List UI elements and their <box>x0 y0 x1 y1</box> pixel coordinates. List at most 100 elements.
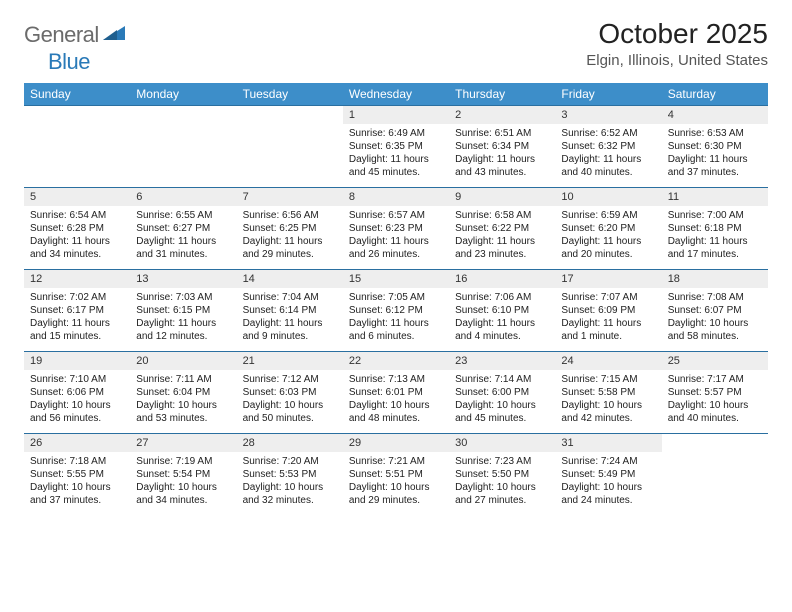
sunset-line: Sunset: 6:18 PM <box>668 222 762 235</box>
day-content-cell: Sunrise: 6:58 AMSunset: 6:22 PMDaylight:… <box>449 206 555 270</box>
day-number-cell: 10 <box>555 188 661 206</box>
daylight-line: Daylight: 10 hours <box>243 481 337 494</box>
day-number-cell: 7 <box>237 188 343 206</box>
day-content-cell: Sunrise: 7:11 AMSunset: 6:04 PMDaylight:… <box>130 370 236 434</box>
sunset-line: Sunset: 6:12 PM <box>349 304 443 317</box>
sunset-line: Sunset: 6:17 PM <box>30 304 124 317</box>
day-content-cell: Sunrise: 6:51 AMSunset: 6:34 PMDaylight:… <box>449 124 555 188</box>
daylight-line: Daylight: 11 hours <box>561 235 655 248</box>
calendar-table: Sunday Monday Tuesday Wednesday Thursday… <box>24 83 768 516</box>
daylight-line: Daylight: 11 hours <box>668 153 762 166</box>
sunrise-line: Sunrise: 6:56 AM <box>243 209 337 222</box>
sunset-line: Sunset: 6:30 PM <box>668 140 762 153</box>
daylight-line: Daylight: 10 hours <box>30 481 124 494</box>
daylight-minute-line: and 4 minutes. <box>455 330 549 343</box>
weekday-header: Friday <box>555 83 661 106</box>
day-content-cell: Sunrise: 6:52 AMSunset: 6:32 PMDaylight:… <box>555 124 661 188</box>
day-content-cell: Sunrise: 6:55 AMSunset: 6:27 PMDaylight:… <box>130 206 236 270</box>
daylight-minute-line: and 48 minutes. <box>349 412 443 425</box>
day-number-cell: 18 <box>662 270 768 288</box>
daylight-line: Daylight: 11 hours <box>349 153 443 166</box>
sunrise-line: Sunrise: 6:54 AM <box>30 209 124 222</box>
sunrise-line: Sunrise: 7:13 AM <box>349 373 443 386</box>
sunrise-line: Sunrise: 7:19 AM <box>136 455 230 468</box>
day-number-row: 1234 <box>24 106 768 124</box>
sunset-line: Sunset: 6:15 PM <box>136 304 230 317</box>
day-number-cell <box>662 434 768 452</box>
location: Elgin, Illinois, United States <box>586 52 768 69</box>
daylight-line: Daylight: 10 hours <box>349 399 443 412</box>
weekday-header: Monday <box>130 83 236 106</box>
daylight-line: Daylight: 10 hours <box>30 399 124 412</box>
day-number-cell: 27 <box>130 434 236 452</box>
sunset-line: Sunset: 6:06 PM <box>30 386 124 399</box>
sunset-line: Sunset: 6:00 PM <box>455 386 549 399</box>
day-content-row: Sunrise: 6:54 AMSunset: 6:28 PMDaylight:… <box>24 206 768 270</box>
sunset-line: Sunset: 5:57 PM <box>668 386 762 399</box>
sunset-line: Sunset: 6:34 PM <box>455 140 549 153</box>
sunset-line: Sunset: 5:55 PM <box>30 468 124 481</box>
day-number-cell: 21 <box>237 352 343 370</box>
daylight-line: Daylight: 11 hours <box>668 235 762 248</box>
sunrise-line: Sunrise: 7:10 AM <box>30 373 124 386</box>
calendar-page: General October 2025 Elgin, Illinois, Un… <box>0 0 792 534</box>
sunrise-line: Sunrise: 6:55 AM <box>136 209 230 222</box>
daylight-minute-line: and 40 minutes. <box>668 412 762 425</box>
daylight-line: Daylight: 10 hours <box>668 317 762 330</box>
sunrise-line: Sunrise: 6:53 AM <box>668 127 762 140</box>
day-content-cell: Sunrise: 7:24 AMSunset: 5:49 PMDaylight:… <box>555 452 661 516</box>
weekday-header: Thursday <box>449 83 555 106</box>
day-number-row: 19202122232425 <box>24 352 768 370</box>
daylight-line: Daylight: 11 hours <box>30 235 124 248</box>
sunset-line: Sunset: 6:01 PM <box>349 386 443 399</box>
sunset-line: Sunset: 5:50 PM <box>455 468 549 481</box>
day-content-cell: Sunrise: 7:13 AMSunset: 6:01 PMDaylight:… <box>343 370 449 434</box>
daylight-line: Daylight: 10 hours <box>668 399 762 412</box>
day-number-cell: 25 <box>662 352 768 370</box>
daylight-line: Daylight: 10 hours <box>243 399 337 412</box>
sunset-line: Sunset: 6:20 PM <box>561 222 655 235</box>
sunrise-line: Sunrise: 7:08 AM <box>668 291 762 304</box>
day-number-row: 12131415161718 <box>24 270 768 288</box>
sunrise-line: Sunrise: 6:57 AM <box>349 209 443 222</box>
sunset-line: Sunset: 6:04 PM <box>136 386 230 399</box>
sunrise-line: Sunrise: 7:03 AM <box>136 291 230 304</box>
day-number-cell: 14 <box>237 270 343 288</box>
weekday-header-row: Sunday Monday Tuesday Wednesday Thursday… <box>24 83 768 106</box>
logo-text-blue: Blue <box>48 49 90 74</box>
sunrise-line: Sunrise: 7:20 AM <box>243 455 337 468</box>
daylight-line: Daylight: 10 hours <box>455 481 549 494</box>
day-content-cell: Sunrise: 7:04 AMSunset: 6:14 PMDaylight:… <box>237 288 343 352</box>
day-content-cell: Sunrise: 6:53 AMSunset: 6:30 PMDaylight:… <box>662 124 768 188</box>
day-content-cell <box>662 452 768 516</box>
day-number-cell: 1 <box>343 106 449 124</box>
day-number-cell: 30 <box>449 434 555 452</box>
sunrise-line: Sunrise: 7:21 AM <box>349 455 443 468</box>
daylight-minute-line: and 29 minutes. <box>243 248 337 261</box>
weekday-header: Wednesday <box>343 83 449 106</box>
sunrise-line: Sunrise: 7:02 AM <box>30 291 124 304</box>
sunset-line: Sunset: 6:09 PM <box>561 304 655 317</box>
day-number-row: 567891011 <box>24 188 768 206</box>
daylight-line: Daylight: 11 hours <box>243 317 337 330</box>
sunset-line: Sunset: 6:14 PM <box>243 304 337 317</box>
sunrise-line: Sunrise: 7:14 AM <box>455 373 549 386</box>
daylight-minute-line: and 56 minutes. <box>30 412 124 425</box>
daylight-minute-line: and 31 minutes. <box>136 248 230 261</box>
weekday-header: Sunday <box>24 83 130 106</box>
day-number-cell: 31 <box>555 434 661 452</box>
sunset-line: Sunset: 6:07 PM <box>668 304 762 317</box>
sunrise-line: Sunrise: 7:24 AM <box>561 455 655 468</box>
sunrise-line: Sunrise: 7:18 AM <box>30 455 124 468</box>
day-content-cell <box>130 124 236 188</box>
day-content-cell: Sunrise: 7:23 AMSunset: 5:50 PMDaylight:… <box>449 452 555 516</box>
sunrise-line: Sunrise: 7:11 AM <box>136 373 230 386</box>
daylight-line: Daylight: 10 hours <box>561 481 655 494</box>
daylight-minute-line: and 15 minutes. <box>30 330 124 343</box>
daylight-minute-line: and 34 minutes. <box>136 494 230 507</box>
day-content-cell: Sunrise: 7:17 AMSunset: 5:57 PMDaylight:… <box>662 370 768 434</box>
sunrise-line: Sunrise: 6:51 AM <box>455 127 549 140</box>
sunset-line: Sunset: 6:22 PM <box>455 222 549 235</box>
daylight-minute-line: and 42 minutes. <box>561 412 655 425</box>
sunset-line: Sunset: 6:32 PM <box>561 140 655 153</box>
